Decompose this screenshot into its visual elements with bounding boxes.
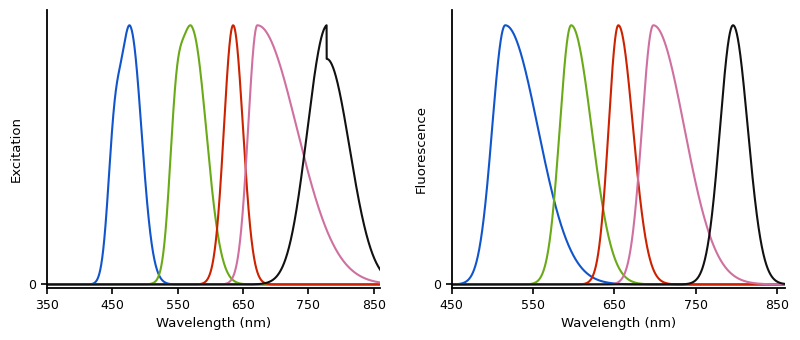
X-axis label: Wavelength (nm): Wavelength (nm) (561, 317, 676, 330)
Y-axis label: Fluorescence: Fluorescence (414, 105, 427, 193)
Y-axis label: Excitation: Excitation (10, 116, 22, 182)
X-axis label: Wavelength (nm): Wavelength (nm) (156, 317, 271, 330)
